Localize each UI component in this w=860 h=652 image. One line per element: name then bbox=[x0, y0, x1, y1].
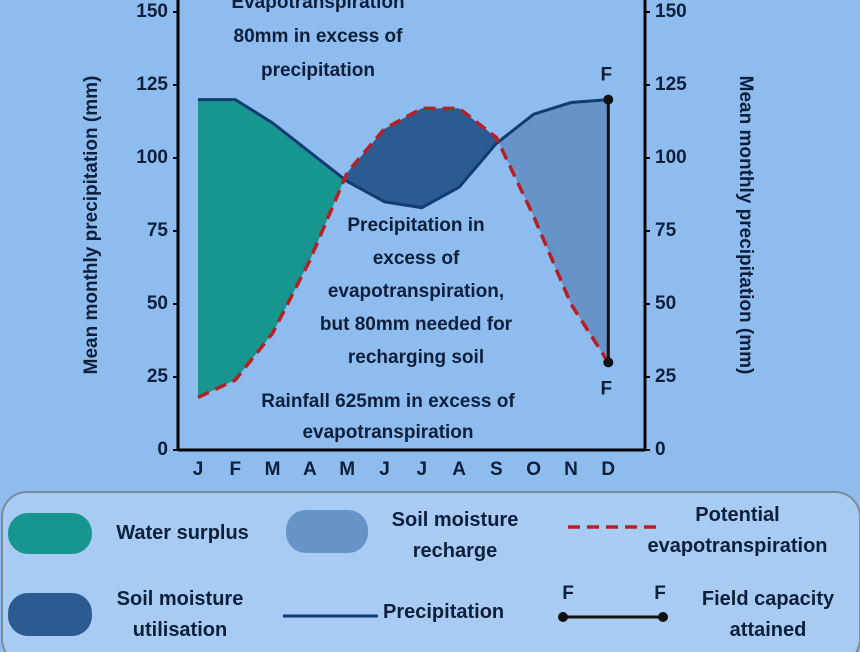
y2-tick-label: 150 bbox=[655, 1, 687, 22]
legend-label: Soil moisture utilisation bbox=[116, 588, 244, 641]
field-capacity-label: F bbox=[600, 65, 612, 86]
y2-tick-label: 50 bbox=[655, 293, 676, 314]
x-tick-label: M bbox=[265, 459, 281, 480]
legend-swatch bbox=[8, 513, 92, 554]
annotation: but 80mm needed for bbox=[320, 314, 513, 335]
legend-swatch bbox=[8, 593, 92, 636]
region-fill bbox=[498, 99, 609, 363]
legend-dot bbox=[658, 612, 668, 622]
legend-swatch bbox=[286, 510, 368, 553]
field-capacity-label: F bbox=[600, 378, 612, 399]
legend-dot bbox=[558, 612, 568, 622]
legend-box bbox=[1, 491, 860, 652]
x-tick-label: D bbox=[601, 459, 615, 480]
y-axis-label: Mean monthly precipitation (mm) bbox=[81, 76, 102, 375]
y-tick-label: 150 bbox=[136, 1, 168, 22]
series-line bbox=[198, 98, 609, 210]
annotation: Evapotranspiration bbox=[231, 0, 404, 13]
y-tick-label: 125 bbox=[136, 74, 168, 95]
legend-label: Field capacity attained bbox=[701, 588, 835, 641]
y2-tick-label: 25 bbox=[655, 366, 677, 387]
y-tick-label: 75 bbox=[147, 220, 169, 241]
annotation: Precipitation in bbox=[347, 215, 484, 236]
y2-tick-label: 125 bbox=[655, 74, 687, 95]
legend-marker-label: F bbox=[654, 583, 666, 604]
y-tick-label: 100 bbox=[136, 147, 168, 168]
legend-marker-label: F bbox=[562, 583, 574, 604]
region-fill bbox=[198, 99, 345, 398]
annotation: precipitation bbox=[261, 60, 375, 81]
x-tick-label: O bbox=[526, 459, 541, 480]
legend-label: Potential evapotranspiration bbox=[647, 504, 828, 557]
y2-tick-label: 0 bbox=[655, 439, 666, 460]
annotation: evapotranspiration bbox=[302, 422, 473, 443]
field-capacity-dot bbox=[603, 357, 614, 368]
y-tick-label: 50 bbox=[147, 293, 168, 314]
annotation: recharging soil bbox=[348, 347, 484, 368]
annotation: evapotranspiration, bbox=[328, 281, 504, 302]
annotation: 80mm in excess of bbox=[234, 26, 404, 47]
x-tick-label: A bbox=[303, 459, 317, 480]
x-tick-label: A bbox=[452, 459, 466, 480]
y2-axis-label: Mean monthly precipitation (mm) bbox=[735, 76, 756, 375]
y2-tick-label: 100 bbox=[655, 147, 687, 168]
legend-label: Water surplus bbox=[116, 522, 249, 544]
x-tick-label: J bbox=[417, 459, 428, 480]
annotation: excess of bbox=[373, 248, 460, 269]
x-tick-label: F bbox=[229, 459, 241, 480]
x-tick-label: N bbox=[564, 459, 578, 480]
y2-tick-label: 75 bbox=[655, 220, 677, 241]
x-tick-label: J bbox=[193, 459, 204, 480]
legend-label: Soil moisture recharge bbox=[391, 509, 519, 562]
annotation: Rainfall 625mm in excess of bbox=[261, 391, 515, 412]
legend-label: Precipitation bbox=[383, 601, 505, 623]
x-tick-label: J bbox=[379, 459, 390, 480]
field-capacity-dot bbox=[603, 94, 614, 105]
y-tick-label: 0 bbox=[157, 439, 168, 460]
x-tick-label: S bbox=[490, 459, 503, 480]
y-tick-label: 25 bbox=[147, 366, 169, 387]
x-tick-label: M bbox=[339, 459, 355, 480]
